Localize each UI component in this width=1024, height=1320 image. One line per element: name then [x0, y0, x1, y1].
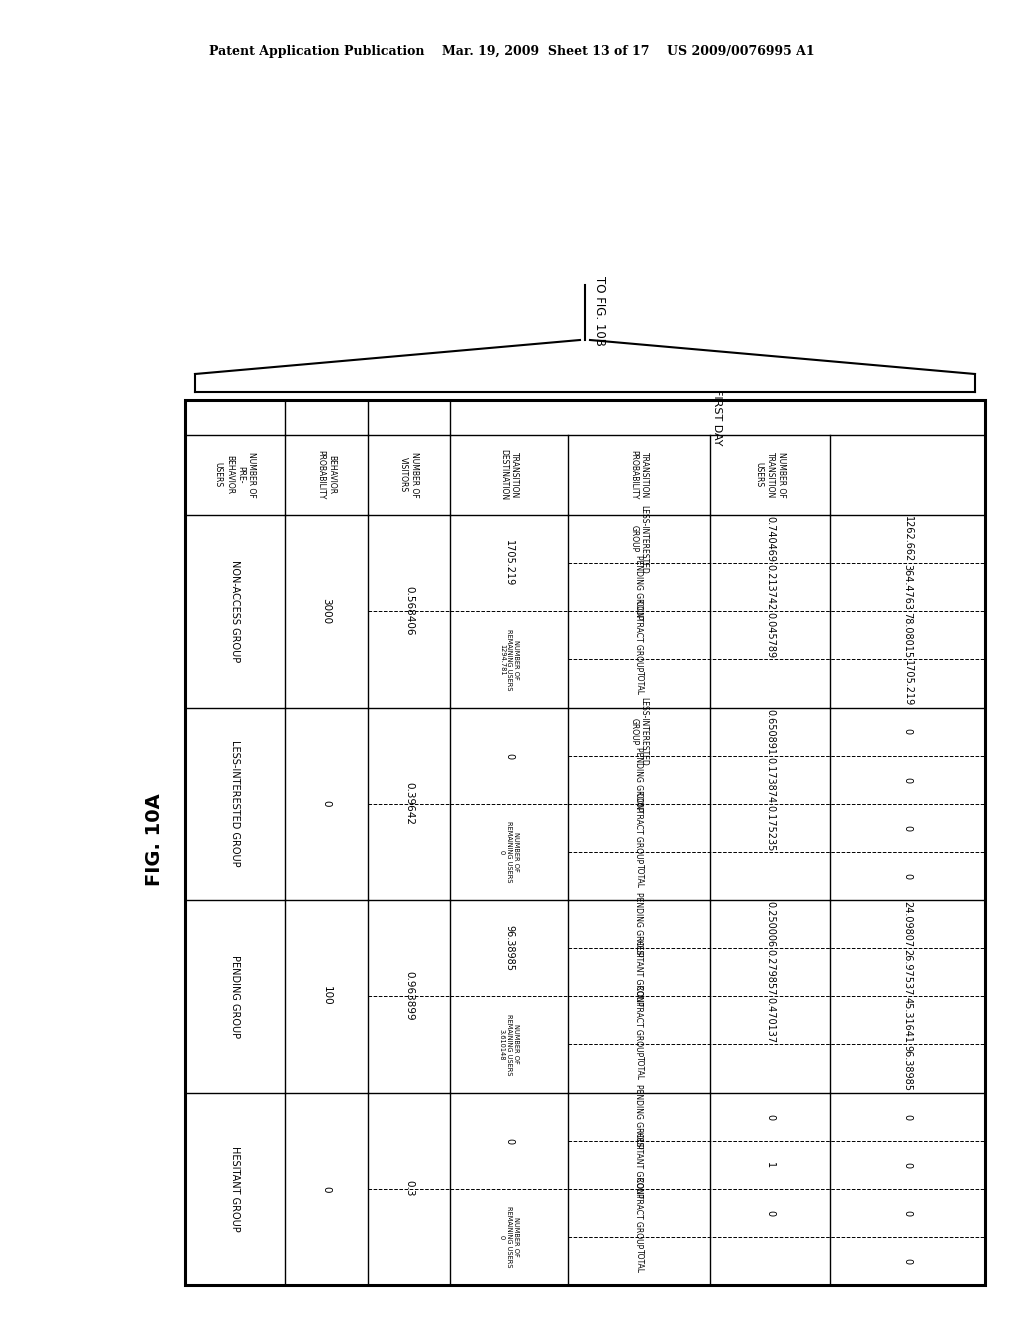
Text: TOTAL: TOTAL — [635, 672, 643, 696]
Text: TRANSITION
DESTINATION: TRANSITION DESTINATION — [499, 449, 519, 500]
Text: NUMBER OF
REMAINING USERS
0: NUMBER OF REMAINING USERS 0 — [499, 821, 519, 883]
Text: 1262.662: 1262.662 — [902, 516, 912, 562]
Text: 0.963899: 0.963899 — [404, 972, 414, 1022]
Text: 3000: 3000 — [322, 598, 332, 624]
Text: PENDING GROUP: PENDING GROUP — [635, 892, 643, 956]
Text: 0.173874: 0.173874 — [765, 756, 775, 803]
Text: 0.39642: 0.39642 — [404, 783, 414, 825]
Text: 0.175235: 0.175235 — [765, 805, 775, 851]
Text: 0.470137: 0.470137 — [765, 997, 775, 1043]
Text: 0: 0 — [902, 825, 912, 830]
Text: NUMBER OF
REMAINING USERS
0: NUMBER OF REMAINING USERS 0 — [499, 1206, 519, 1267]
Text: 96.38985: 96.38985 — [902, 1045, 912, 1092]
Text: TOTAL: TOTAL — [635, 863, 643, 888]
Text: 0.3: 0.3 — [404, 1180, 414, 1197]
Text: 0: 0 — [902, 1258, 912, 1265]
Text: Patent Application Publication    Mar. 19, 2009  Sheet 13 of 17    US 2009/00769: Patent Application Publication Mar. 19, … — [209, 45, 815, 58]
Text: FIG. 10A: FIG. 10A — [145, 793, 165, 886]
Bar — [185, 400, 985, 1284]
Text: PENDING GROUP: PENDING GROUP — [635, 554, 643, 619]
Text: 78.08015: 78.08015 — [902, 612, 912, 659]
Text: LESS-INTERESTED
GROUP: LESS-INTERESTED GROUP — [630, 697, 648, 766]
Text: HESITANT GROUP: HESITANT GROUP — [635, 939, 643, 1006]
Text: NUMBER OF
REMAINING USERS
1294.781: NUMBER OF REMAINING USERS 1294.781 — [499, 628, 519, 690]
Text: 0: 0 — [902, 1114, 912, 1119]
Text: BEHAVIOR
PROBABILITY: BEHAVIOR PROBABILITY — [316, 450, 337, 500]
Text: 0.279857: 0.279857 — [765, 949, 775, 995]
Text: PENDING GROUP: PENDING GROUP — [635, 747, 643, 812]
Text: 0.213742: 0.213742 — [765, 564, 775, 610]
Text: 24.09807: 24.09807 — [902, 902, 912, 948]
Text: 96.38985: 96.38985 — [504, 925, 514, 972]
Text: 0: 0 — [902, 729, 912, 735]
Text: PENDING GROUP: PENDING GROUP — [230, 954, 240, 1038]
Text: 45.31641: 45.31641 — [902, 998, 912, 1043]
Text: HESITANT GROUP: HESITANT GROUP — [230, 1146, 240, 1232]
Text: CONTRACT GROUP: CONTRACT GROUP — [635, 792, 643, 863]
Text: HESITANT GROUP: HESITANT GROUP — [635, 1131, 643, 1199]
Text: 0: 0 — [765, 1209, 775, 1216]
Text: CONTRACT GROUP: CONTRACT GROUP — [635, 1177, 643, 1249]
Text: FIRST DAY: FIRST DAY — [713, 389, 723, 446]
Text: NUMBER OF
REMAINING USERS
3.610148: NUMBER OF REMAINING USERS 3.610148 — [499, 1014, 519, 1074]
Text: 0: 0 — [902, 776, 912, 783]
Text: 0.045789: 0.045789 — [765, 612, 775, 659]
Text: 0: 0 — [322, 800, 332, 807]
Text: PENDING GROUP: PENDING GROUP — [635, 1084, 643, 1148]
Text: CONTRACT GROUP: CONTRACT GROUP — [635, 599, 643, 671]
Text: LESS-INTERESTED
GROUP: LESS-INTERESTED GROUP — [630, 504, 648, 573]
Text: TRANSITION
PROBABILITY: TRANSITION PROBABILITY — [629, 450, 649, 500]
Text: 0: 0 — [322, 1185, 332, 1192]
Text: NUMBER OF
TRANSITION
USERS: NUMBER OF TRANSITION USERS — [755, 451, 785, 498]
Text: LESS-INTERESTED GROUP: LESS-INTERESTED GROUP — [230, 741, 240, 867]
Text: 0: 0 — [902, 1209, 912, 1216]
Text: 1705.219: 1705.219 — [902, 660, 912, 706]
Text: NON-ACCESS GROUP: NON-ACCESS GROUP — [230, 560, 240, 663]
Text: 0.250006: 0.250006 — [765, 902, 775, 948]
Text: 0: 0 — [504, 1138, 514, 1143]
Text: 1: 1 — [765, 1162, 775, 1168]
Text: 364.4763: 364.4763 — [902, 564, 912, 610]
Text: 0.740469: 0.740469 — [765, 516, 775, 562]
Text: 0.650891: 0.650891 — [765, 709, 775, 755]
Text: TOTAL: TOTAL — [635, 1056, 643, 1081]
Text: 0: 0 — [902, 1162, 912, 1168]
Text: 0: 0 — [504, 752, 514, 759]
Text: 100: 100 — [322, 986, 332, 1006]
Text: TO FIG. 10B: TO FIG. 10B — [593, 276, 606, 346]
Text: 0.568406: 0.568406 — [404, 586, 414, 636]
Text: NUMBER OF
VISITORS: NUMBER OF VISITORS — [399, 453, 419, 498]
Text: 0: 0 — [765, 1114, 775, 1119]
Text: 1705.219: 1705.219 — [504, 540, 514, 586]
Text: NUMBER OF
PRE-
BEHAVIOR
USERS: NUMBER OF PRE- BEHAVIOR USERS — [214, 453, 256, 498]
Text: 0: 0 — [902, 873, 912, 879]
Text: TOTAL: TOTAL — [635, 1249, 643, 1272]
Text: CONTRACT GROUP: CONTRACT GROUP — [635, 985, 643, 1056]
Text: 26.97537: 26.97537 — [902, 949, 912, 995]
